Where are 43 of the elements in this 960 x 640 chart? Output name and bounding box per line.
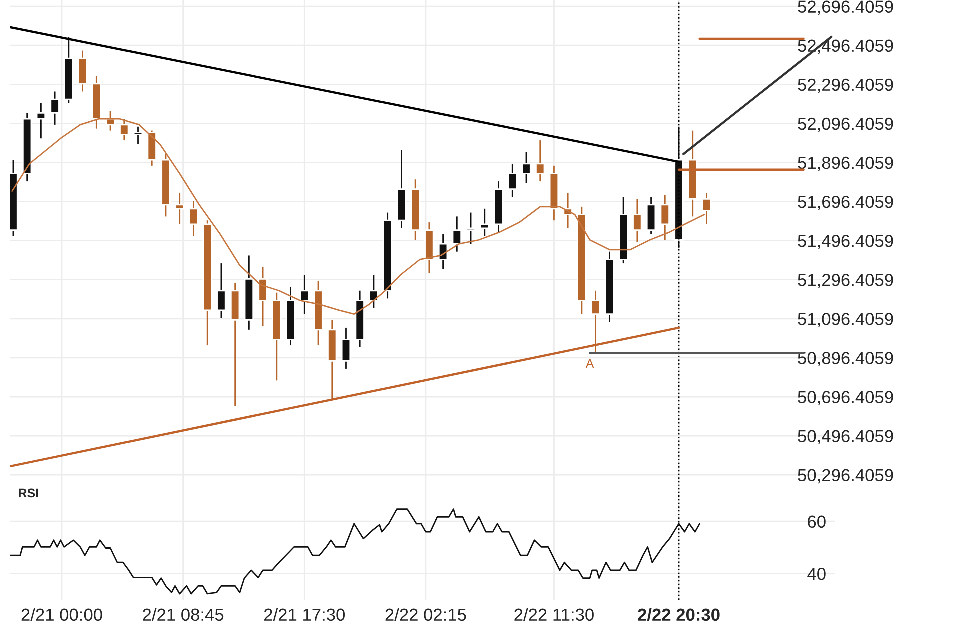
x-tick-label: 2/21 17:30 [264,608,345,622]
y-tick-label: 60 [808,516,826,528]
candlestick [133,126,144,146]
x-tick-label: 2/22 20:30 [638,608,720,622]
y-tick-label: 51,296.4059 [798,274,894,288]
y-tick-label: 52,696.4059 [798,0,894,16]
candlestick [632,198,642,243]
candlestick [175,192,185,226]
candlestick [452,216,462,253]
annotation: A [586,359,594,368]
candlestick [480,208,490,237]
candlestick [341,327,352,370]
candlestick [188,200,199,237]
y-tick-label: 51,696.4059 [798,196,894,210]
y-tick-label: 50,296.4059 [798,469,894,484]
x-tick-label: 2/21 00:00 [22,608,102,622]
candlestick [522,152,532,184]
y-tick-label: 52,096.4059 [798,118,894,132]
candlestick [660,194,670,241]
candlestick [216,262,226,319]
candlestick [36,102,46,140]
candlestick [438,234,448,270]
y-tick-label: 51,896.4059 [798,156,894,172]
x-tick-label: 2/21 08:45 [143,608,224,622]
y-tick-label: 51,096.4059 [798,313,894,328]
candlestick [536,140,546,182]
candlestick [702,192,712,226]
y-tick-label: 50,696.4059 [798,391,894,406]
y-tick-label: 50,496.4059 [798,430,894,445]
x-tick-label: 2/22 11:30 [514,608,594,622]
candlestick [50,91,60,126]
x-tick-label: 2/22 02:15 [386,608,466,622]
candlestick [120,118,130,142]
candlestick [466,212,476,245]
candlestick [258,266,268,327]
candlestick [508,163,518,198]
candlestick [369,274,379,310]
y-tick-label: 40 [808,568,826,580]
chart-title: RSI [19,488,38,498]
y-tick-label: 50,896.4059 [798,352,894,366]
y-tick-label: 51,496.4059 [798,234,894,250]
y-tick-label: 52,296.4059 [798,78,894,94]
candlestick [300,274,310,315]
